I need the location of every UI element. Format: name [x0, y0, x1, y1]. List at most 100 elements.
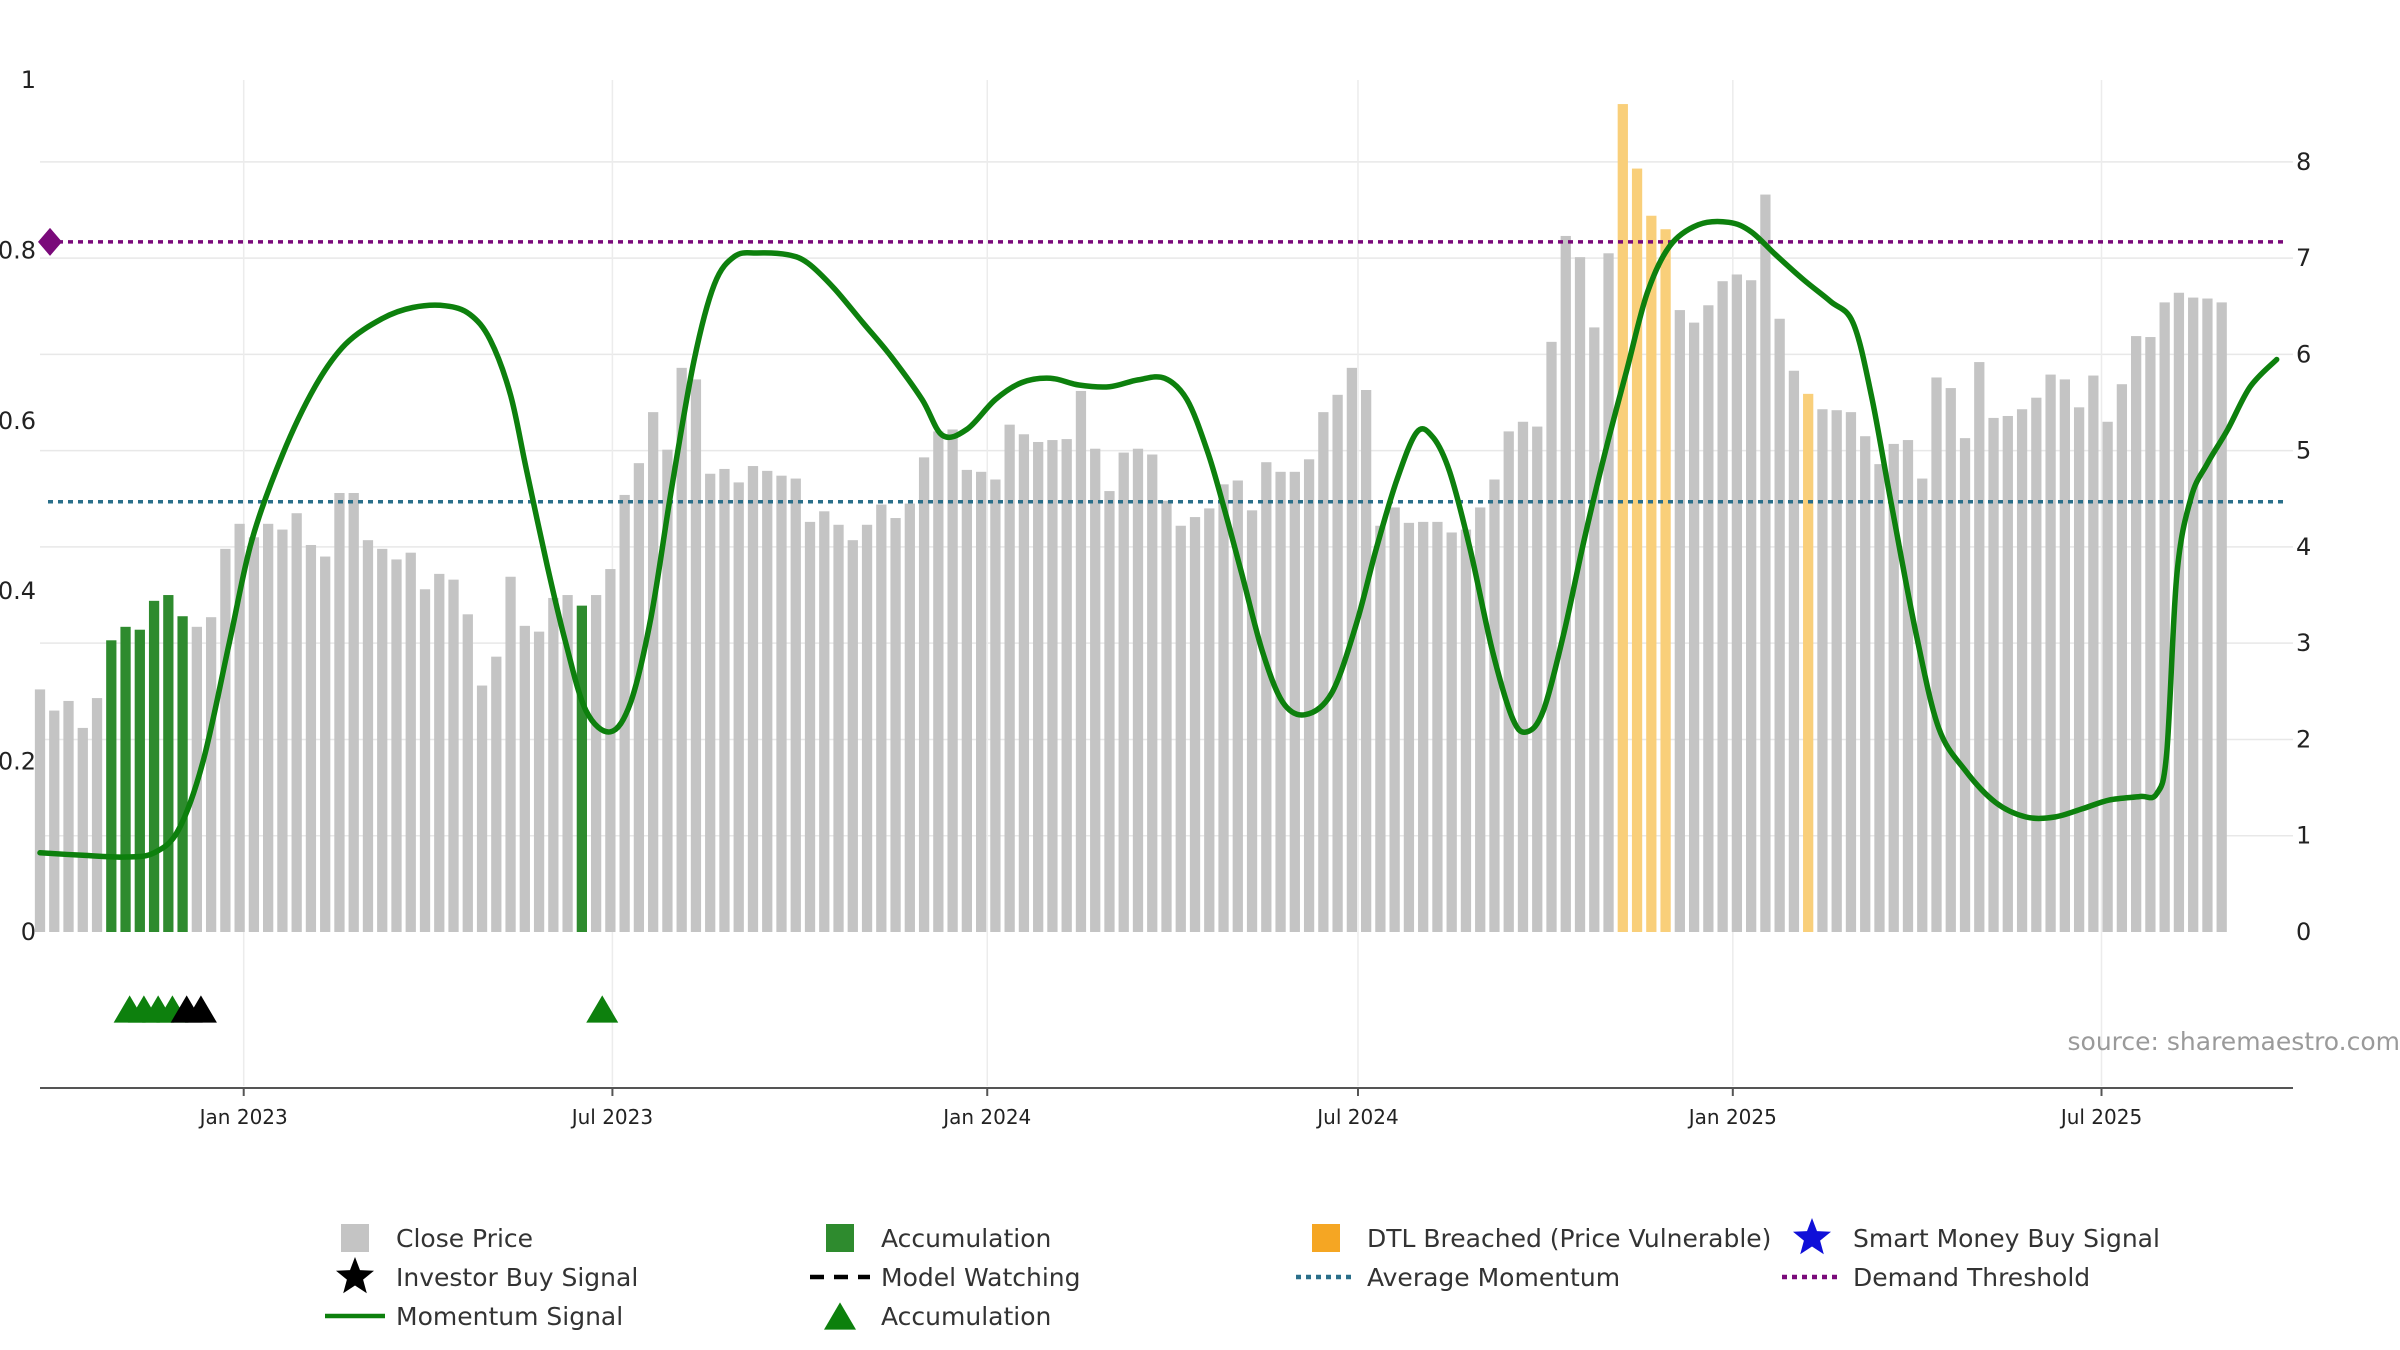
close-price-bar — [1489, 479, 1500, 932]
close-price-bar — [1246, 510, 1258, 932]
close-price-bar — [2016, 409, 2028, 933]
close-price-bar — [519, 625, 530, 932]
close-price-bar — [548, 597, 559, 932]
investor-buy-marker — [184, 995, 217, 1023]
close-price-bar — [2045, 374, 2056, 932]
close-price-bar — [733, 482, 744, 932]
legend-label: Momentum Signal — [396, 1302, 623, 1331]
close-price-bar — [847, 540, 858, 932]
close-price-bar — [1446, 532, 1457, 932]
y-right-tick-label: 0 — [2296, 918, 2311, 946]
close-price-bar — [804, 521, 816, 932]
close-price-bar — [1959, 438, 1971, 932]
close-price-bar — [1360, 389, 1372, 932]
accumulation-marker — [586, 995, 619, 1023]
close-price-bar — [377, 548, 388, 932]
legend-item: Accumulation — [826, 1224, 1051, 1253]
close-price-bar — [1688, 322, 1700, 932]
accumulation-bar — [576, 605, 587, 932]
legend-label: Demand Threshold — [1853, 1263, 2090, 1292]
close-price-bar — [1774, 318, 1785, 932]
y-right-tick-label: 7 — [2296, 244, 2311, 272]
close-price-bar — [776, 475, 787, 932]
close-price-bar — [1332, 394, 1343, 933]
close-price-bar — [890, 518, 901, 932]
close-price-bar — [1147, 454, 1158, 932]
close-price-bar — [1860, 436, 1871, 932]
close-price-bar — [1517, 421, 1529, 932]
reference-lines — [38, 227, 2283, 504]
close-price-bar — [961, 469, 973, 932]
close-price-bar — [1931, 377, 1942, 932]
close-price-bar — [434, 573, 445, 932]
y-right-tick-label: 8 — [2296, 148, 2311, 176]
close-price-bar — [533, 631, 545, 932]
legend-item: Smart Money Buy Signal — [1793, 1218, 2160, 1255]
close-price-bar — [1418, 521, 1429, 932]
close-price-bar — [1703, 305, 1714, 933]
close-price-bar — [590, 595, 602, 932]
close-price-bar — [947, 429, 958, 932]
price-bars — [34, 104, 2227, 933]
dtl-breached-bar — [1617, 104, 1628, 932]
close-price-bar — [747, 466, 759, 932]
signal-markers — [113, 995, 619, 1023]
close-price-bar — [2159, 302, 2170, 932]
close-price-bar — [1788, 370, 1800, 932]
close-price-bar — [2102, 421, 2113, 932]
close-price-bar — [1218, 484, 1229, 932]
close-price-bar — [1589, 327, 1600, 932]
legend-square-icon — [341, 1224, 369, 1252]
close-price-bar — [719, 468, 730, 932]
close-price-bar — [1760, 194, 1771, 932]
close-price-bar — [91, 698, 103, 932]
close-price-bar — [2073, 407, 2085, 932]
close-price-bar — [861, 524, 873, 932]
close-price-bar — [819, 511, 830, 932]
legend-item: Accumulation — [824, 1302, 1051, 1331]
close-price-bar — [1845, 412, 1857, 932]
legend-item: Investor Buy Signal — [336, 1257, 638, 1294]
close-price-bar — [2202, 298, 2213, 932]
source-label: source: sharemaestro.com — [2068, 1027, 2400, 1056]
dtl-breached-bar — [1646, 215, 1657, 932]
close-price-bar — [1033, 441, 1044, 932]
momentum-signal-line — [37, 218, 2280, 860]
legend-label: DTL Breached (Price Vulnerable) — [1367, 1224, 1771, 1253]
legend-label: Investor Buy Signal — [396, 1263, 638, 1292]
close-price-bar — [334, 493, 345, 932]
close-price-bar — [1232, 480, 1243, 932]
x-tick-label: Jan 2023 — [198, 1105, 288, 1129]
close-price-bar — [1874, 464, 1885, 932]
close-price-bar — [234, 523, 245, 932]
close-price-bar — [1346, 367, 1358, 933]
close-price-bar — [277, 529, 288, 932]
close-price-bar — [1674, 310, 1685, 932]
close-price-bar — [705, 473, 716, 932]
legend-item: DTL Breached (Price Vulnerable) — [1312, 1224, 1771, 1253]
close-price-bar — [2145, 337, 2156, 932]
close-price-bar — [419, 589, 431, 932]
legend-square-icon — [1312, 1224, 1340, 1252]
legend-label: Accumulation — [881, 1224, 1051, 1253]
dtl-breached-bar — [1803, 393, 1814, 932]
close-price-bar — [1004, 424, 1015, 932]
close-price-bar — [1717, 281, 1728, 932]
close-price-bar — [676, 367, 687, 933]
y-right-tick-label: 1 — [2296, 822, 2311, 850]
close-price-bar — [34, 689, 46, 932]
close-price-bar — [2002, 415, 2013, 932]
momentum-signal — [37, 218, 2280, 860]
close-price-bar — [1175, 525, 1186, 932]
close-price-bar — [2131, 336, 2142, 932]
x-tick-label: Jul 2023 — [570, 1105, 653, 1129]
accumulation-bar — [163, 595, 174, 932]
close-price-bar — [1090, 448, 1101, 932]
axes: 0 0.2 0.4 0.6 0.8 1 0 1 2 3 4 5 6 7 8 Jan 2023 Jul 2023 J… — [0, 66, 2311, 1129]
close-price-bar — [1974, 362, 1985, 932]
close-price-bar — [633, 463, 645, 932]
legend-item: Average Momentum — [1296, 1263, 1620, 1292]
close-price-bar — [291, 513, 302, 932]
close-price-bar — [2216, 302, 2227, 932]
demand-threshold-diamond — [38, 227, 62, 256]
